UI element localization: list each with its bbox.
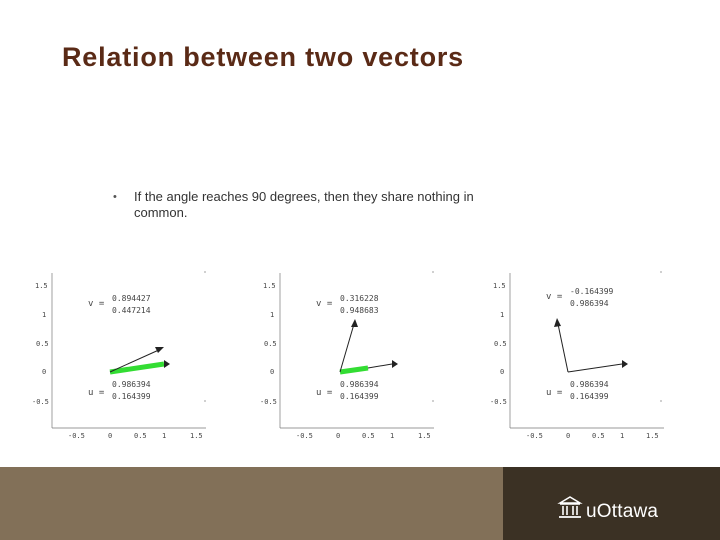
- y-tick: 1.5: [263, 282, 276, 290]
- y-tick: 1.5: [35, 282, 48, 290]
- x-tick: 1: [162, 432, 166, 440]
- u-vector-y: 0.164399: [570, 392, 609, 401]
- y-tick: 1.5: [493, 282, 506, 290]
- v-label: v =: [88, 299, 105, 309]
- v-vector-x: 0.894427: [112, 294, 151, 303]
- x-tick: -0.5: [68, 432, 85, 440]
- y-tick: -0.5: [490, 398, 507, 406]
- y-tick: -0.5: [32, 398, 49, 406]
- x-tick: 1.5: [418, 432, 431, 440]
- x-tick: 0.5: [362, 432, 375, 440]
- x-tick: 0: [336, 432, 340, 440]
- u-vector-x: 0.986394: [112, 380, 151, 389]
- y-tick: 0.5: [36, 340, 49, 348]
- y-tick: 0.5: [264, 340, 277, 348]
- u-label: u =: [316, 388, 333, 398]
- y-tick: -0.5: [260, 398, 277, 406]
- u-vector-y: 0.164399: [340, 392, 379, 401]
- x-tick: 0: [566, 432, 570, 440]
- x-tick: 0.5: [592, 432, 605, 440]
- bullet-marker: •: [113, 191, 117, 203]
- bullet-text: If the angle reaches 90 degrees, then th…: [134, 189, 474, 220]
- y-tick: 1: [42, 311, 46, 319]
- y-tick: 1: [270, 311, 274, 319]
- v-label: v =: [546, 292, 563, 302]
- vector-plot-3: 1.5 1 0.5 0 -0.5 -0.5 0 0.5 1 1.5 v = -0…: [488, 268, 668, 449]
- v-vector-x: -0.164399: [570, 287, 614, 296]
- v-vector-x: 0.316228: [340, 294, 379, 303]
- x-tick: 0.5: [134, 432, 147, 440]
- u-vector-x: 0.986394: [570, 380, 609, 389]
- x-tick: 1.5: [646, 432, 659, 440]
- u-label: u =: [546, 388, 563, 398]
- v-vector-arrow: [339, 323, 355, 373]
- u-label: u =: [88, 388, 105, 398]
- x-tick: 0: [108, 432, 112, 440]
- x-tick: -0.5: [296, 432, 313, 440]
- v-vector-arrow: [557, 323, 569, 373]
- v-vector-y: 0.986394: [570, 299, 609, 308]
- y-tick: 0.5: [494, 340, 507, 348]
- y-tick: 0: [500, 368, 504, 376]
- x-tick: 1: [390, 432, 394, 440]
- u-vector-arrow: [339, 365, 369, 375]
- y-tick: 1: [500, 311, 504, 319]
- y-tick: 0: [270, 368, 274, 376]
- y-tick: 0: [42, 368, 46, 376]
- footer-logo-panel: [503, 467, 720, 540]
- x-tick: 1: [620, 432, 624, 440]
- v-vector-y: 0.948683: [340, 306, 379, 315]
- university-building-icon: [557, 495, 583, 526]
- x-tick: -0.5: [526, 432, 543, 440]
- v-label: v =: [316, 299, 333, 309]
- u-vector-y: 0.164399: [112, 392, 151, 401]
- vector-plot-1: 1.5 1 0.5 0 -0.5 -0.5 0 0.5 1 1.5 v = 0.…: [30, 268, 210, 449]
- slide-title: Relation between two vectors: [62, 42, 464, 72]
- logo-text: uOttawa: [586, 501, 659, 522]
- v-vector-y: 0.447214: [112, 306, 151, 315]
- v-vector-arrow: [109, 348, 162, 373]
- vector-plot-2: 1.5 1 0.5 0 -0.5 -0.5 0 0.5 1 1.5 v = 0.…: [258, 268, 438, 449]
- u-vector-arrow: [567, 363, 623, 373]
- x-tick: 1.5: [190, 432, 203, 440]
- u-vector-x: 0.986394: [340, 380, 379, 389]
- u-vector-arrow: [109, 361, 165, 375]
